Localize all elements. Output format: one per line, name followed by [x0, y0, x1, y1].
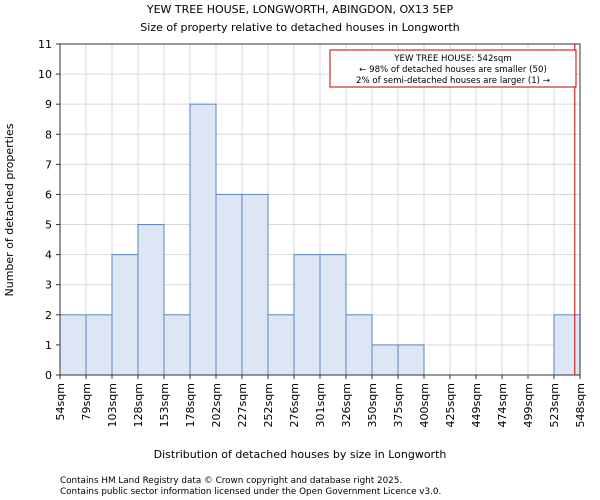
bar-375sqm: [397, 344, 425, 376]
x-tick-label: 227sqm: [236, 383, 249, 427]
y-tick-label: 8: [45, 128, 52, 141]
y-tick-label: 2: [45, 309, 52, 322]
x-tick-label: 548sqm: [574, 383, 587, 427]
y-tick-label: 1: [45, 339, 52, 352]
x-tick-label: 276sqm: [288, 383, 301, 427]
y-tick-label: 3: [45, 279, 52, 292]
footer-line-1: Contains HM Land Registry data © Crown c…: [60, 476, 402, 486]
y-tick-label: 9: [45, 98, 52, 111]
bar-79sqm: [85, 314, 113, 376]
y-tick-label: 4: [45, 249, 52, 262]
chart-title: YEW TREE HOUSE, LONGWORTH, ABINGDON, OX1…: [146, 3, 454, 16]
x-tick-label: 79sqm: [80, 383, 93, 420]
bars: [59, 103, 581, 376]
x-tick-label: 153sqm: [158, 383, 171, 427]
x-tick-label: 103sqm: [106, 383, 119, 427]
bar-350sqm: [371, 344, 399, 376]
x-axis-ticks: 54sqm 79sqm 103sqm 128sqm 153sqm 178sqm 202sqm…: [54, 375, 587, 427]
x-tick-label: 252sqm: [262, 383, 275, 427]
bar-523sqm: [553, 314, 581, 376]
x-tick-label: 178sqm: [184, 383, 197, 427]
bar-54sqm: [59, 314, 87, 376]
chart-subtitle: Size of property relative to detached ho…: [140, 21, 459, 34]
bar-178sqm: [189, 103, 217, 376]
x-tick-label: 128sqm: [132, 383, 145, 427]
annotation-line-2: ← 98% of detached houses are smaller (50…: [359, 65, 547, 75]
x-tick-label: 202sqm: [210, 383, 223, 427]
x-tick-label: 499sqm: [522, 383, 535, 427]
x-tick-label: 54sqm: [54, 383, 67, 420]
x-tick-label: 301sqm: [314, 383, 327, 427]
annotation-box: YEW TREE HOUSE: 542sqm ← 98% of detached…: [329, 49, 577, 88]
bar-326sqm: [345, 314, 373, 376]
footer-line-2: Contains public sector information licen…: [60, 487, 441, 497]
bar-227sqm: [241, 193, 269, 376]
y-axis-ticks: 0 1 2 3 4 5 6 7 8 9 10 11: [38, 38, 60, 382]
annotation-frame: [329, 49, 577, 88]
bar-276sqm: [293, 254, 321, 376]
x-axis-label: Distribution of detached houses by size …: [154, 448, 447, 461]
y-tick-label: 10: [38, 68, 52, 81]
x-tick-label: 350sqm: [366, 383, 379, 427]
annotation-line-1: YEW TREE HOUSE: 542sqm: [393, 54, 511, 64]
y-tick-label: 0: [45, 369, 52, 382]
x-tick-label: 326sqm: [340, 383, 353, 427]
x-tick-label: 449sqm: [470, 383, 483, 427]
y-tick-label: 6: [45, 188, 52, 201]
x-tick-label: 523sqm: [548, 383, 561, 427]
bar-301sqm: [319, 254, 347, 376]
bar-252sqm: [267, 314, 295, 376]
bar-128sqm: [137, 224, 165, 376]
y-tick-label: 5: [45, 219, 52, 232]
x-tick-label: 400sqm: [418, 383, 431, 427]
bar-202sqm: [215, 193, 243, 376]
bar-153sqm: [163, 314, 191, 376]
bar-103sqm: [111, 254, 139, 376]
x-tick-label: 425sqm: [444, 383, 457, 427]
y-axis-label: Number of detached properties: [3, 123, 16, 296]
x-tick-label: 375sqm: [392, 383, 405, 427]
y-tick-label: 7: [45, 158, 52, 171]
y-tick-label: 11: [38, 38, 52, 51]
annotation-line-3: 2% of semi-detached houses are larger (1…: [356, 76, 550, 86]
x-tick-label: 474sqm: [496, 383, 509, 427]
